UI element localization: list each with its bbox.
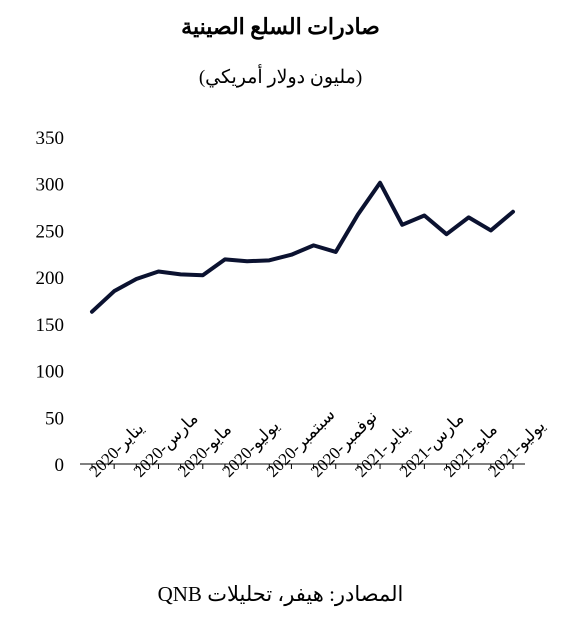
- x-axis-labels: يناير-2020مارس-2020مايو-2020يوليو-2020سب…: [85, 405, 549, 482]
- y-tick-label: 300: [36, 175, 65, 196]
- chart-title: صادرات السلع الصينية: [181, 14, 380, 39]
- y-tick-label: 350: [36, 128, 65, 149]
- y-tick-label: 50: [45, 408, 64, 429]
- chart-subtitle: (مليون دولار أمريكي): [198, 67, 363, 88]
- y-tick-label: 150: [36, 315, 65, 336]
- y-tick-label: 250: [36, 221, 65, 242]
- x-axis-ticks: [91, 464, 514, 469]
- series-line: [90, 180, 515, 314]
- y-tick-label: 0: [55, 455, 65, 476]
- y-tick-label: 200: [36, 268, 65, 289]
- x-tick-label: يوليو-2021: [484, 416, 549, 481]
- y-tick-label: 100: [36, 362, 65, 383]
- y-axis-labels: 0 50 100 150 200 250 300 350: [36, 128, 65, 476]
- chart-source: المصادر: هيفر، تحليلات QNB: [157, 582, 404, 606]
